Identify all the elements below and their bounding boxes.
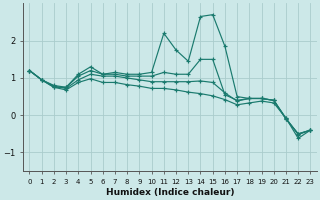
X-axis label: Humidex (Indice chaleur): Humidex (Indice chaleur) [106,188,234,197]
